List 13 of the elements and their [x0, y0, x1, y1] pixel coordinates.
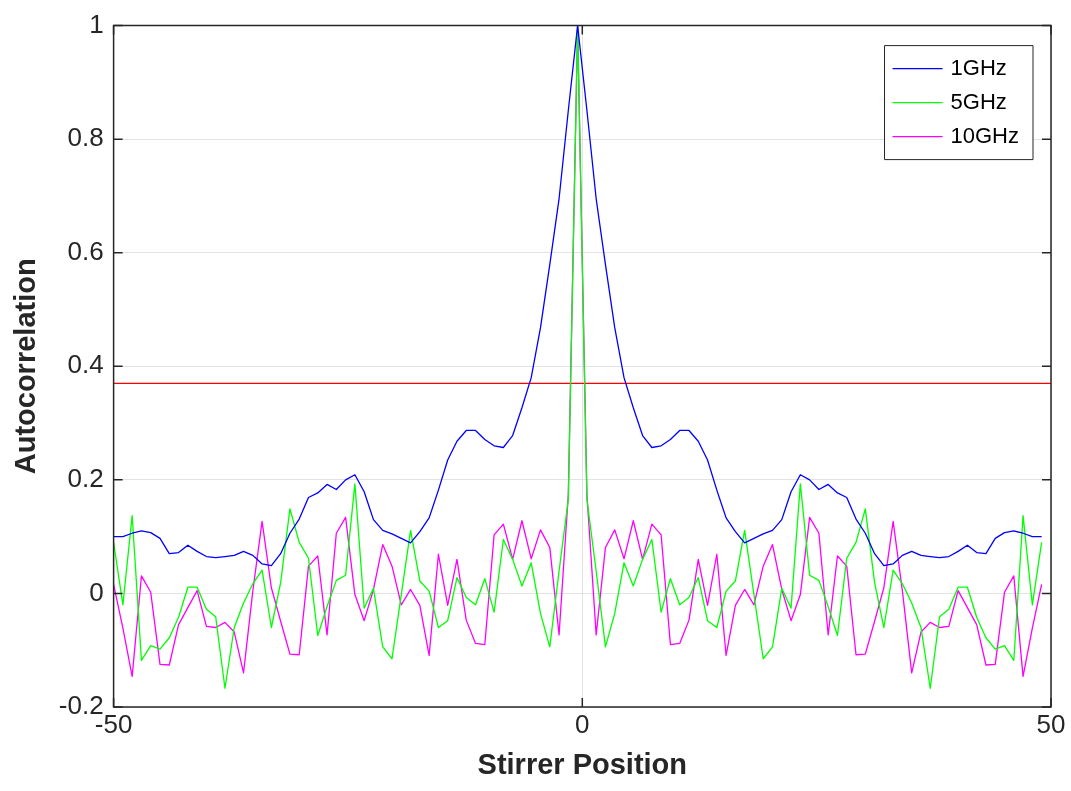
y-tick-label: 0.4 [67, 349, 104, 380]
y-tick-label: 1 [89, 8, 104, 39]
y-tick-label: 0.6 [67, 235, 104, 266]
x-tick-label: 50 [1036, 708, 1066, 739]
y-tick-label: 0 [89, 576, 104, 607]
legend-label: 5GHz [950, 88, 1007, 114]
y-axis-title: Autocorrelation [9, 258, 42, 475]
y-tick-label: 0.2 [67, 463, 104, 494]
legend-label: 1GHz [950, 54, 1007, 80]
x-tick-label: 0 [575, 708, 590, 739]
legend-label: 10GHz [950, 122, 1020, 148]
x-axis-title: Stirrer Position [477, 747, 688, 780]
y-tick-label: 0.8 [67, 122, 104, 153]
